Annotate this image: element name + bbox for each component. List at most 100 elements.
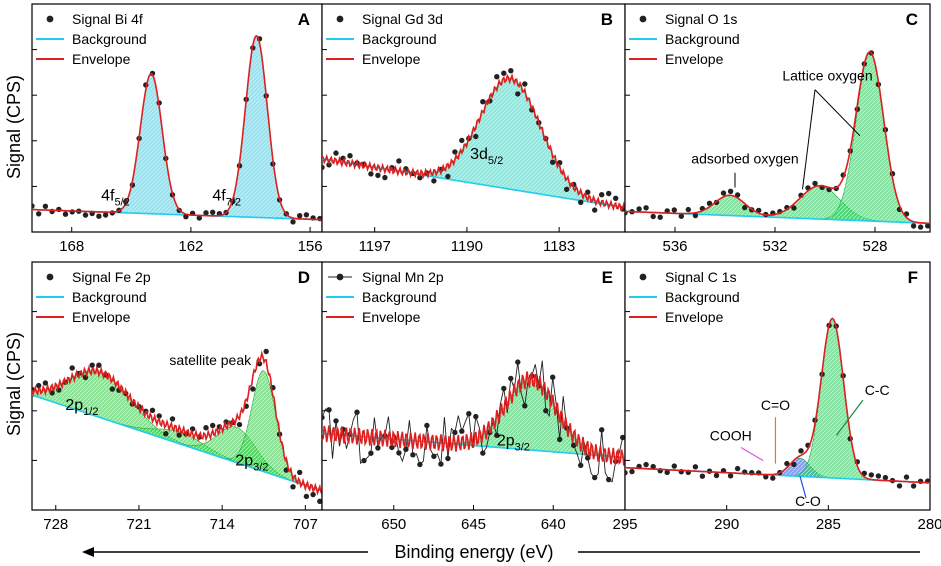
signal-point: [550, 159, 556, 165]
legend-label: Background: [72, 289, 147, 305]
legend-marker: [336, 273, 344, 281]
legend-label: Background: [72, 31, 147, 47]
signal-point: [169, 416, 176, 422]
signal-point: [210, 209, 216, 215]
annotation: satellite peak: [169, 352, 252, 368]
background-line: [32, 394, 322, 492]
signal-point: [868, 472, 874, 478]
signal-point: [625, 470, 628, 476]
legend-label: Signal Mn 2p: [362, 269, 444, 285]
signal-point: [720, 190, 727, 196]
signal-point: [42, 203, 49, 209]
signal-point: [910, 483, 917, 489]
signal-point: [784, 460, 790, 467]
signal-point: [36, 211, 42, 217]
signal-point: [149, 70, 156, 77]
signal-point: [727, 188, 734, 194]
signal-point: [882, 474, 889, 481]
signal-point: [664, 469, 670, 475]
annotation: C=O: [761, 397, 790, 413]
signal-point: [347, 153, 353, 159]
legend-label: Envelope: [72, 51, 131, 67]
signal-point: [196, 215, 202, 221]
signal-point: [650, 463, 656, 470]
signal-point: [770, 475, 776, 481]
x-tick-label: 280: [917, 516, 941, 533]
envelope-line: [32, 350, 322, 496]
x-tick-label: 640: [541, 516, 566, 533]
x-tick-label: 162: [178, 238, 203, 255]
x-tick-label: 536: [662, 238, 687, 255]
signal-point: [585, 189, 591, 195]
signal-point: [508, 68, 514, 74]
signal-point: [713, 472, 720, 479]
signal-point: [742, 204, 748, 211]
signal-point: [69, 365, 75, 371]
signal-point: [89, 362, 95, 368]
legend-marker: [639, 15, 647, 23]
envelope-line: [322, 72, 625, 213]
legend-label: Background: [362, 289, 437, 305]
legend-label: Background: [665, 31, 740, 47]
signal-point: [236, 421, 243, 428]
x-tick-label: 714: [210, 516, 235, 533]
signal-point: [382, 174, 388, 181]
legend-marker: [639, 273, 647, 281]
signal-point: [250, 386, 256, 392]
annotation-arrow: [814, 89, 861, 137]
annotation: 2p3/2: [235, 453, 268, 474]
legend-label: Signal Bi 4f: [72, 11, 143, 27]
panel-D: 728 721 714 707 Signal Fe 2p Background Envelo…: [31, 261, 323, 533]
envelope-line: [32, 34, 322, 221]
signal-point: [791, 205, 797, 211]
annotation: 4f5/2: [101, 187, 130, 208]
signal-point: [671, 207, 677, 213]
signal-point: [42, 380, 49, 386]
signal-point: [650, 213, 656, 220]
signal-point: [69, 209, 75, 215]
signal-point: [156, 413, 162, 419]
annotation: 2p1/2: [65, 397, 98, 418]
signal-point: [189, 426, 196, 432]
legend-marker: [336, 15, 344, 23]
legend-marker: [46, 273, 54, 281]
signal-point: [459, 137, 465, 144]
signal-point: [678, 213, 684, 219]
signal-point: [149, 407, 156, 413]
panel-F: 295 290 285 280 Signal C 1s Background Envelop…: [612, 261, 941, 533]
legend-label: Envelope: [72, 309, 131, 325]
annotation-arrow: [799, 475, 807, 499]
signal-point: [494, 74, 500, 80]
x-tick-label: 650: [381, 516, 406, 533]
signal-point: [629, 468, 635, 475]
signal-point: [303, 212, 310, 218]
signal-point: [917, 224, 924, 230]
y-axis-label-bottom: Signal (CPS): [4, 332, 24, 436]
legend-marker: [46, 15, 54, 23]
panel-A: 168 162 156 Signal Bi 4f Background Envelope A…: [31, 3, 323, 255]
legend-label: Signal O 1s: [665, 11, 737, 27]
signal-point: [812, 180, 818, 187]
signal-point: [62, 211, 69, 217]
signal-point: [875, 473, 882, 479]
annotation-arrow: [835, 399, 864, 436]
signal-point: [727, 473, 734, 479]
signal-point: [699, 473, 706, 479]
x-tick-label: 707: [293, 516, 318, 533]
signal-point: [176, 432, 182, 438]
panel-frame: [624, 261, 931, 511]
annotation: adsorbed oxygen: [691, 150, 798, 166]
annotation: 3d5/2: [470, 146, 503, 167]
signal-point: [613, 195, 619, 201]
signal-point: [636, 206, 642, 212]
signal-point: [706, 200, 713, 206]
signal-point: [32, 203, 35, 209]
signal-point: [431, 178, 437, 184]
envelope-line: [322, 371, 625, 466]
signal-point: [692, 212, 699, 219]
x-tick-label: 528: [862, 238, 887, 255]
signal-point: [396, 158, 402, 164]
signal-point: [564, 186, 570, 192]
signal-point: [203, 425, 209, 431]
